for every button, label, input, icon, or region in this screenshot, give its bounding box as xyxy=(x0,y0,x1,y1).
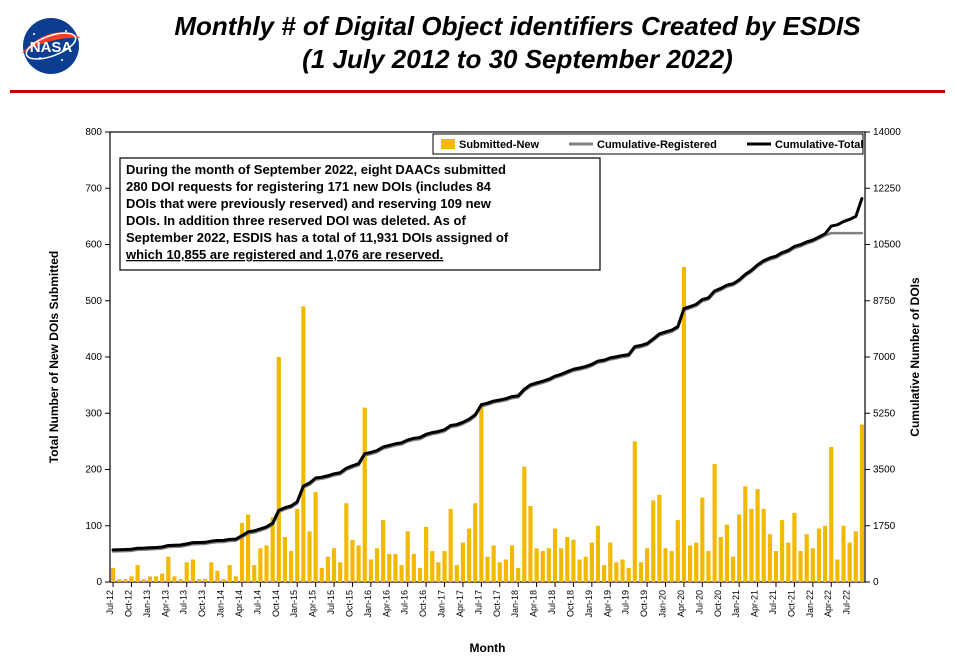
svg-text:Oct-21: Oct-21 xyxy=(786,590,796,617)
svg-text:Jul-12: Jul-12 xyxy=(105,590,115,615)
svg-text:280 DOI requests for registeri: 280 DOI requests for registering 171 new… xyxy=(126,179,492,194)
svg-text:Jan-13: Jan-13 xyxy=(142,590,152,618)
svg-text:400: 400 xyxy=(85,352,102,363)
svg-text:Jan-16: Jan-16 xyxy=(363,590,373,618)
svg-text:Jul-13: Jul-13 xyxy=(179,590,189,615)
svg-text:1750: 1750 xyxy=(873,521,896,532)
svg-text:Oct-15: Oct-15 xyxy=(344,590,354,617)
header-rule xyxy=(10,90,945,93)
svg-text:which 10,855 are registered an: which 10,855 are registered and 1,076 ar… xyxy=(125,247,443,262)
svg-text:Oct-18: Oct-18 xyxy=(565,590,575,617)
svg-text:Apr-18: Apr-18 xyxy=(529,590,539,617)
svg-text:Apr-19: Apr-19 xyxy=(602,590,612,617)
svg-text:Jul-14: Jul-14 xyxy=(252,590,262,615)
svg-text:Submitted-New: Submitted-New xyxy=(459,139,540,151)
svg-text:September 2022, ESDIS has a to: September 2022, ESDIS has a total of 11,… xyxy=(126,230,509,245)
svg-text:700: 700 xyxy=(85,183,102,194)
svg-text:Jul-19: Jul-19 xyxy=(621,590,631,615)
svg-text:Jul-20: Jul-20 xyxy=(694,590,704,615)
svg-text:Jul-16: Jul-16 xyxy=(400,590,410,615)
svg-text:Month: Month xyxy=(470,641,506,655)
svg-text:Cumulative-Total: Cumulative-Total xyxy=(775,139,863,151)
svg-text:Jan-22: Jan-22 xyxy=(805,590,815,618)
svg-text:Jul-18: Jul-18 xyxy=(547,590,557,615)
svg-text:600: 600 xyxy=(85,240,102,251)
svg-text:Jan-19: Jan-19 xyxy=(584,590,594,618)
svg-text:Cumulative Number of DOIs: Cumulative Number of DOIs xyxy=(908,277,922,437)
doi-chart: 0 100 200 300 400 500 600 700 800 0 1750 3500 5250 70… xyxy=(40,110,935,660)
svg-text:Jan-18: Jan-18 xyxy=(510,590,520,618)
svg-text:Jul-17: Jul-17 xyxy=(473,590,483,615)
svg-text:8750: 8750 xyxy=(873,296,896,307)
svg-text:Oct-16: Oct-16 xyxy=(418,590,428,617)
svg-text:5250: 5250 xyxy=(873,408,896,419)
svg-text:DOIs. In addition three reserv: DOIs. In addition three reserved DOI was… xyxy=(126,213,466,228)
svg-text:7000: 7000 xyxy=(873,352,896,363)
svg-text:Apr-13: Apr-13 xyxy=(160,590,170,617)
page-title-block: Monthly # of Digital Object identifiers … xyxy=(100,10,935,75)
svg-text:Oct-17: Oct-17 xyxy=(492,590,502,617)
svg-text:10500: 10500 xyxy=(873,240,901,251)
svg-text:0: 0 xyxy=(873,577,879,588)
svg-text:200: 200 xyxy=(85,465,102,476)
svg-text:NASA: NASA xyxy=(30,39,73,56)
svg-text:Apr-16: Apr-16 xyxy=(381,590,391,617)
svg-text:Apr-21: Apr-21 xyxy=(750,590,760,617)
svg-text:Apr-14: Apr-14 xyxy=(234,590,244,617)
svg-text:500: 500 xyxy=(85,296,102,307)
svg-text:Jul-15: Jul-15 xyxy=(326,590,336,615)
page-title-line2: (1 July 2012 to 30 September 2022) xyxy=(100,43,935,76)
svg-text:Jan-17: Jan-17 xyxy=(437,590,447,618)
svg-text:Jan-14: Jan-14 xyxy=(216,590,226,618)
svg-text:Cumulative-Registered: Cumulative-Registered xyxy=(597,139,717,151)
svg-text:300: 300 xyxy=(85,408,102,419)
svg-text:Apr-20: Apr-20 xyxy=(676,590,686,617)
svg-text:Jan-15: Jan-15 xyxy=(289,590,299,618)
svg-text:DOIs that were previously rese: DOIs that were previously reserved) and … xyxy=(126,196,492,211)
svg-text:During the month of September: During the month of September 2022, eigh… xyxy=(126,162,506,177)
svg-text:Apr-15: Apr-15 xyxy=(308,590,318,617)
svg-text:Jul-21: Jul-21 xyxy=(768,590,778,615)
svg-text:Oct-14: Oct-14 xyxy=(271,590,281,617)
svg-text:Jan-20: Jan-20 xyxy=(658,590,668,618)
svg-text:800: 800 xyxy=(85,127,102,138)
svg-text:Jan-21: Jan-21 xyxy=(731,590,741,618)
svg-text:Oct-20: Oct-20 xyxy=(713,590,723,617)
svg-text:Jul-22: Jul-22 xyxy=(842,590,852,615)
svg-text:3500: 3500 xyxy=(873,465,896,476)
svg-text:12250: 12250 xyxy=(873,183,901,194)
svg-text:Total Number of New DOIs Submi: Total Number of New DOIs Submitted xyxy=(47,251,61,463)
svg-text:Oct-12: Oct-12 xyxy=(123,590,133,617)
svg-text:Oct-13: Oct-13 xyxy=(197,590,207,617)
svg-text:Apr-22: Apr-22 xyxy=(823,590,833,617)
svg-text:100: 100 xyxy=(85,521,102,532)
page-title-line1: Monthly # of Digital Object identifiers … xyxy=(100,10,935,43)
svg-text:Oct-19: Oct-19 xyxy=(639,590,649,617)
svg-text:Apr-17: Apr-17 xyxy=(455,590,465,617)
nasa-logo: NASA xyxy=(16,16,86,76)
svg-text:0: 0 xyxy=(96,577,102,588)
svg-text:14000: 14000 xyxy=(873,127,901,138)
